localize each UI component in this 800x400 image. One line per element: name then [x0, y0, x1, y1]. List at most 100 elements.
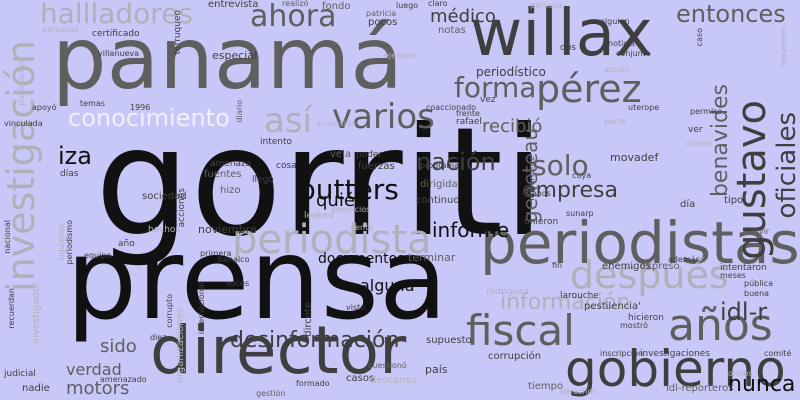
cloud-word-informe: informe — [432, 218, 510, 242]
cloud-word-entrevista: entrevista — [208, 0, 259, 10]
cloud-word-vinculada: vinculada — [4, 119, 43, 128]
cloud-word-luego: luego — [396, 1, 419, 10]
cloud-word-villanueva: villanueva — [98, 49, 140, 58]
cloud-word-organizaciones: organizaciones — [175, 308, 186, 384]
cloud-word-recuerdan: recuerdan — [7, 288, 16, 329]
cloud-word-despues: después — [570, 253, 729, 297]
cloud-word-requesens: requesens — [779, 26, 788, 68]
cloud-word-visto: visto — [346, 303, 366, 312]
cloud-word-idl-r: idl-r — [720, 298, 768, 326]
cloud-word-idl-reporteros: idl-reporteros — [666, 383, 734, 394]
cloud-word-desinformacion: desinformación — [230, 328, 400, 353]
cloud-word-diario: diario — [235, 100, 244, 123]
cloud-word-dias: días — [60, 169, 79, 179]
cloud-word-cosa: cosa — [276, 161, 297, 171]
cloud-word-fiscal: fiscal — [466, 306, 575, 355]
cloud-word-periodismo: periodismo — [65, 220, 74, 265]
cloud-word-especial: especial — [212, 49, 258, 62]
cloud-word-intentaron: intentaron — [720, 263, 767, 273]
cloud-word-intento: intento — [260, 137, 293, 147]
cloud-word-internacional: internacional — [197, 282, 206, 335]
cloud-word-patricia: patricia — [366, 9, 397, 18]
cloud-word-tipo: tipo — [724, 195, 744, 206]
cloud-word-larouche: larouche — [560, 291, 599, 301]
cloud-word-corrupcion: corrupción — [488, 351, 542, 362]
cloud-word-buena: buena — [744, 289, 770, 298]
cloud-word-persona: persona — [530, 1, 563, 10]
cloud-word-varios: varios — [332, 97, 435, 137]
cloud-word-judicial: judicial — [4, 369, 36, 379]
cloud-word-hechos: hechos — [148, 225, 181, 235]
cloud-word-primera: primera — [200, 249, 232, 258]
cloud-word-mostro: mostró — [620, 321, 648, 330]
cloud-word-inscripcion: inscripción — [600, 349, 644, 358]
cloud-word-unieron: unieron — [524, 217, 559, 227]
cloud-word-panama: panamá — [52, 9, 403, 109]
cloud-word-acciones: acciones — [177, 188, 187, 228]
cloud-word-gente: gente — [350, 223, 374, 232]
cloud-word-benavides: benavides — [708, 84, 733, 198]
cloud-word-tiempo: tiempo — [528, 381, 564, 392]
cloud-word-ano: año — [118, 239, 135, 249]
cloud-word-solo: solo — [532, 149, 589, 182]
cloud-word-continuo: continuo — [416, 195, 460, 206]
cloud-word-recibio: recibió — [482, 116, 543, 137]
cloud-word-director: director — [150, 312, 407, 389]
cloud-word-pais: país — [425, 363, 448, 376]
cloud-word-terminar: terminar — [408, 251, 456, 264]
cloud-word-acusacion: acusación — [316, 119, 357, 128]
cloud-word-uterope: uterope — [628, 103, 660, 112]
cloud-word-asi: así — [264, 101, 312, 141]
cloud-word-sido: sido — [100, 336, 137, 357]
cloud-word-comite: comité — [764, 349, 792, 358]
cloud-word-pocos: pocos — [368, 17, 398, 28]
cloud-word-gestion: gestión — [256, 389, 286, 398]
cloud-word-hallladores: hallladores — [40, 0, 194, 30]
cloud-word-apoyo: apoyó — [32, 103, 57, 112]
cloud-word-pestilencia: pestilencia' — [584, 301, 641, 312]
cloud-word-movadef: movadef — [610, 151, 659, 164]
cloud-word-rafael: rafael — [456, 117, 482, 127]
cloud-word-enemigos: enemigos — [602, 261, 651, 272]
cloud-word-oficiales: oficiales — [772, 112, 800, 219]
cloud-word-informacion: información — [500, 290, 631, 315]
cloud-word-menos: menos — [524, 189, 551, 198]
cloud-word-banaico: banaico — [218, 255, 250, 264]
cloud-word-ademas: además — [668, 255, 700, 264]
cloud-word-nadie: nadie — [22, 383, 50, 394]
cloud-word-nacional: nacional — [3, 220, 12, 254]
cloud-word-formado: formado — [296, 379, 330, 388]
cloud-word-prejuicios: prejuicios — [332, 205, 371, 214]
cloud-word-voces: voces — [226, 279, 250, 288]
cloud-word-hicieron: hicieron — [628, 313, 664, 323]
cloud-word-fin: fin — [552, 261, 563, 270]
cloud-word-motors: motors — [66, 378, 130, 399]
cloud-word-terruqueo: terruqueo — [173, 10, 183, 55]
cloud-word-corrupto: corrupto — [165, 294, 174, 328]
cloud-word-noviembre: noviembre — [198, 223, 257, 236]
cloud-word-anos: años — [668, 300, 773, 351]
cloud-word-ejemplo: ejemplo — [384, 51, 417, 60]
cloud-word-certificado: certificado — [92, 29, 140, 39]
cloud-word-equipo: equipo — [84, 251, 112, 260]
cloud-word-documentos: documentos — [318, 251, 405, 267]
cloud-word-derechos: derechos — [560, 387, 597, 396]
cloud-word-alguien: alguien — [600, 17, 630, 26]
cloud-word-quien: quién — [316, 190, 367, 211]
cloud-word-conjunto: conjunto — [616, 49, 651, 58]
cloud-word-dircote: dircote — [303, 302, 314, 337]
cloud-word-sunarp: sunarp — [566, 209, 594, 218]
cloud-word-leaked: leaked — [304, 211, 334, 221]
cloud-word-nacion: nación — [416, 148, 496, 176]
cloud-word-butters: butters — [298, 173, 399, 206]
cloud-word-entonces: entonces — [676, 0, 786, 28]
cloud-word-fuerzas: fuerzas — [358, 161, 395, 172]
cloud-word-nunca: nunca — [728, 372, 796, 397]
cloud-word-rodriguez: rodríguez — [486, 287, 529, 297]
cloud-word-gorriti: gorriti — [95, 96, 545, 270]
cloud-word-conocimiento: conocimiento — [68, 104, 230, 132]
cloud-word-programa: programa — [420, 161, 460, 170]
cloud-word-expreso: expreso — [640, 261, 680, 272]
cloud-word-iza: iza — [58, 142, 92, 170]
